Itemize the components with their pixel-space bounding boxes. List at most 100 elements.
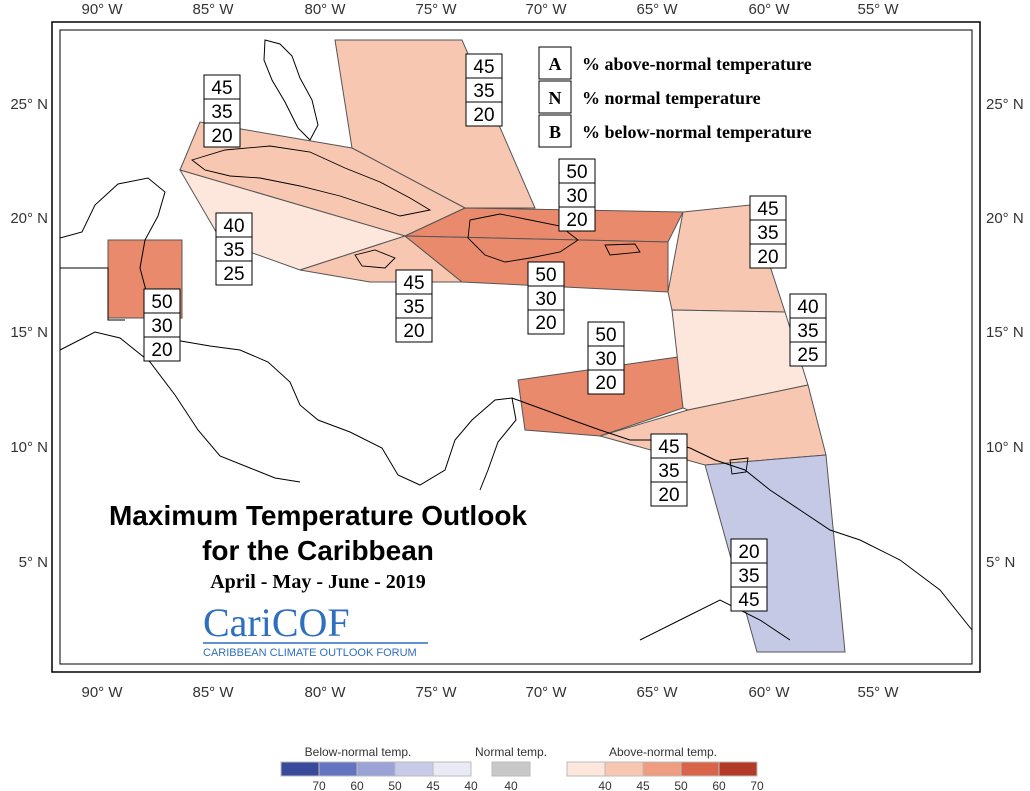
lon-label: 75° W [415,684,457,701]
lat-label: 20° N [10,210,48,227]
probability-value-b: 20 [211,126,232,147]
hispaniola-island [467,213,579,263]
probability-value-b: 25 [223,264,244,285]
probability-value-a: 50 [151,292,172,313]
probability-box: 45 35 20 [650,433,688,507]
probability-value-a: 40 [223,216,244,237]
colorbar-below-tick: 40 [464,779,478,791]
probability-box: 45 35 20 [749,195,787,269]
colorbar-above-swatch [718,761,758,777]
probability-value-a: 50 [595,325,616,346]
probability-value-b: 45 [738,590,759,611]
lon-label: 70° W [525,1,567,18]
lat-label: 20° N [986,210,1024,227]
lat-label: 10° N [986,439,1024,456]
probability-value-b: 25 [797,345,818,366]
colorbar-below-swatch [432,761,472,777]
lat-label: 5° N [986,554,1015,571]
lat-label: 5° N [19,554,48,571]
probability-value-n: 35 [403,297,424,318]
colorbar-above-tick: 45 [636,779,650,791]
lon-label: 60° W [748,1,790,18]
probability-value-b: 20 [595,373,616,394]
key-letter: B [549,122,561,142]
region-bahamas [334,39,536,209]
logo-text: CariCOF [203,600,350,645]
colorbar-above-swatch [642,761,682,777]
probability-box: 50 30 20 [143,288,181,362]
lat-labels-right: 25° N 20° N 15° N 10° N 5° N [986,96,1024,571]
lat-labels-left: 25° N 20° N 15° N 10° N 5° N [10,96,48,571]
colorbar-above-tick: 70 [750,779,764,791]
probability-value-n: 35 [223,240,244,261]
colorbar-normal-tick: 40 [504,779,518,791]
colorbar-below-swatch [356,761,396,777]
florida-coast [263,39,319,141]
probability-value-a: 45 [473,57,494,78]
key-description: % above-normal temperature [582,54,812,74]
lon-label: 90° W [81,1,123,18]
probability-value-b: 20 [535,313,556,334]
interior-border [639,599,791,641]
map-subtitle: for the Caribbean [202,535,434,566]
probability-box: 45 35 20 [203,74,241,148]
probability-value-a: 50 [566,162,587,183]
pacific-coast [59,331,301,483]
key-description: % normal temperature [582,88,761,108]
lon-label: 65° W [636,684,678,701]
lon-label: 70° W [525,684,567,701]
probability-value-a: 45 [757,199,778,220]
puerto-rico-island [604,243,641,256]
lon-label: 65° W [636,1,678,18]
key-normal: N % normal temperature [538,80,761,114]
probability-boxes: 45 35 20 45 35 20 40 35 25 50 30 20 45 35 20 50 30 20 50 30… [143,53,827,612]
key-below: B % below-normal temperature [538,114,812,148]
region-abc-islands [517,356,684,437]
lon-label: 90° W [81,684,123,701]
coastlines [59,39,973,641]
south-america-coast [511,397,973,631]
probability-value-b: 20 [151,340,172,361]
probability-value-n: 35 [757,223,778,244]
colorbar-above-swatch [604,761,644,777]
colorbar-legend: Below-normal temp. Normal temp. Above-no… [280,745,764,791]
colorbar-normal-title: Normal temp. [475,745,547,759]
probability-value-n: 35 [738,566,759,587]
colorbar-above-swatch [566,761,606,777]
lon-label: 80° W [304,684,346,701]
probability-value-b: 20 [757,247,778,268]
probability-value-n: 35 [797,321,818,342]
colorbar-above-tick: 60 [712,779,726,791]
probability-value-b: 20 [566,210,587,231]
probability-value-a: 45 [403,273,424,294]
cuba-island [191,145,432,217]
probability-value-n: 30 [151,316,172,337]
probability-box: 40 35 25 [789,293,827,367]
key-description: % below-normal temperature [582,122,812,142]
probability-value-b: 20 [473,105,494,126]
probability-value-b: 20 [658,485,679,506]
colorbar-below-swatch [280,761,320,777]
colorbar-above-title: Above-normal temp. [609,745,717,759]
map-period: April - May - June - 2019 [210,571,426,593]
colorbar-above-swatch [680,761,720,777]
lon-label: 80° W [304,1,346,18]
probability-value-n: 30 [566,186,587,207]
colorbar-below-tick: 60 [350,779,364,791]
probability-value-a: 40 [797,297,818,318]
map-title: Maximum Temperature Outlook [109,500,527,531]
colorbar-above-tick: 40 [598,779,612,791]
jamaica-island [354,249,396,269]
probability-value-n: 35 [473,81,494,102]
logo-subtitle: CARIBBEAN CLIMATE OUTLOOK FORUM [203,647,417,659]
lat-label: 15° N [986,324,1024,341]
probability-box: 40 35 25 [215,212,253,286]
lon-label: 85° W [192,1,234,18]
probability-box: 50 30 20 [587,321,625,395]
caricof-logo: CariCOF CARIBBEAN CLIMATE OUTLOOK FORUM [203,600,428,659]
probability-key: A % above-normal temperature N % normal … [538,46,812,148]
probability-value-n: 35 [658,461,679,482]
lat-label: 10° N [10,439,48,456]
lon-label: 85° W [192,684,234,701]
colorbar-above-tick: 50 [674,779,688,791]
